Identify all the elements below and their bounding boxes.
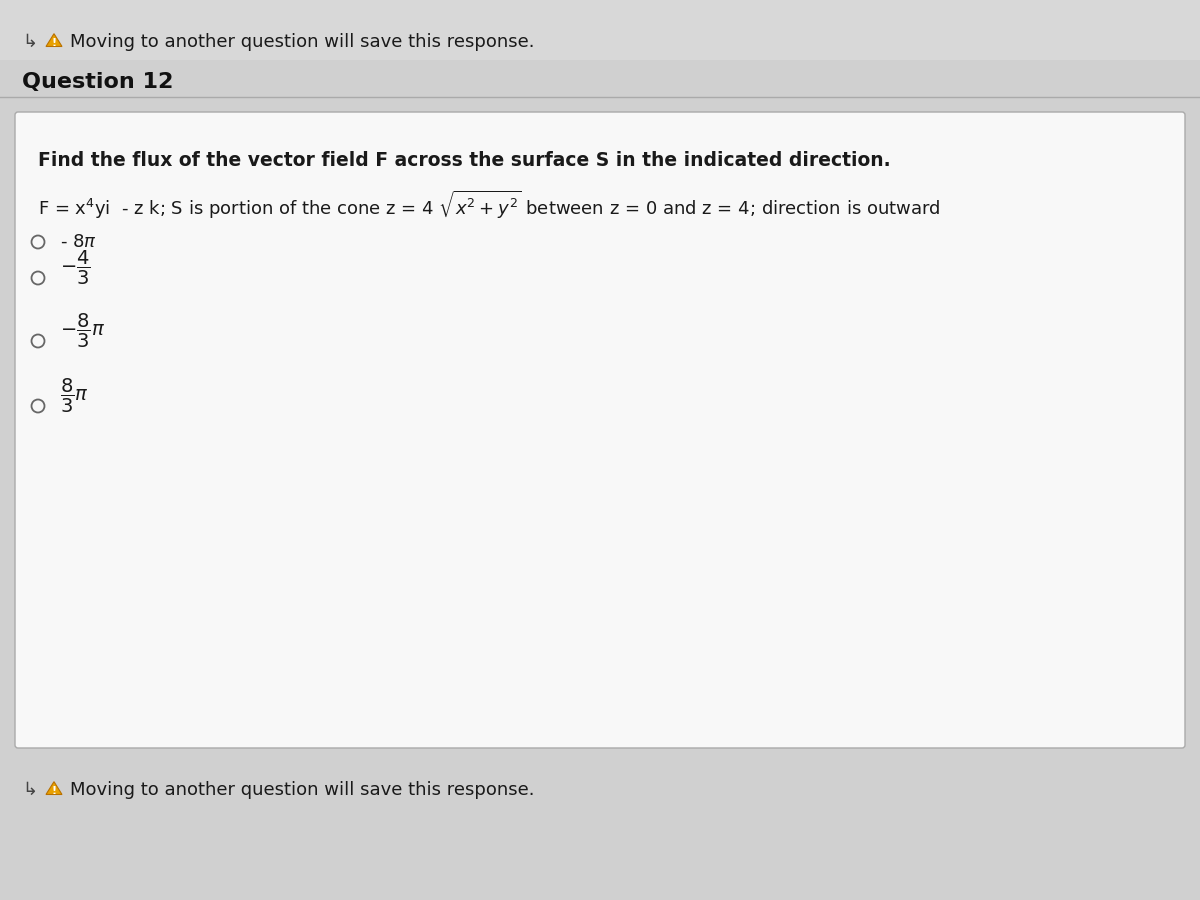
Text: Moving to another question will save this response.: Moving to another question will save thi… [70,781,534,799]
Text: - 8$\pi$: - 8$\pi$ [60,233,97,251]
FancyBboxPatch shape [14,112,1186,748]
FancyBboxPatch shape [0,760,1200,820]
Polygon shape [46,33,62,47]
Text: Question 12: Question 12 [22,72,173,92]
Text: !: ! [52,38,56,48]
Text: Moving to another question will save this response.: Moving to another question will save thi… [70,33,534,51]
Polygon shape [46,782,62,795]
FancyBboxPatch shape [0,0,1200,60]
Text: $\dfrac{8}{3}\pi$: $\dfrac{8}{3}\pi$ [60,377,89,415]
Text: $-\dfrac{8}{3}\pi$: $-\dfrac{8}{3}\pi$ [60,312,106,350]
Text: ↳: ↳ [22,33,37,51]
Text: F = x$^4$yi  - z k; S is portion of the cone z = 4 $\sqrt{x^2+y^2}$ between z = : F = x$^4$yi - z k; S is portion of the c… [38,189,941,221]
Text: Find the flux of the vector field F across the surface S in the indicated direct: Find the flux of the vector field F acro… [38,150,890,169]
Text: ↳: ↳ [22,781,37,799]
Text: $-\dfrac{4}{3}$: $-\dfrac{4}{3}$ [60,249,91,287]
Text: !: ! [52,786,56,796]
